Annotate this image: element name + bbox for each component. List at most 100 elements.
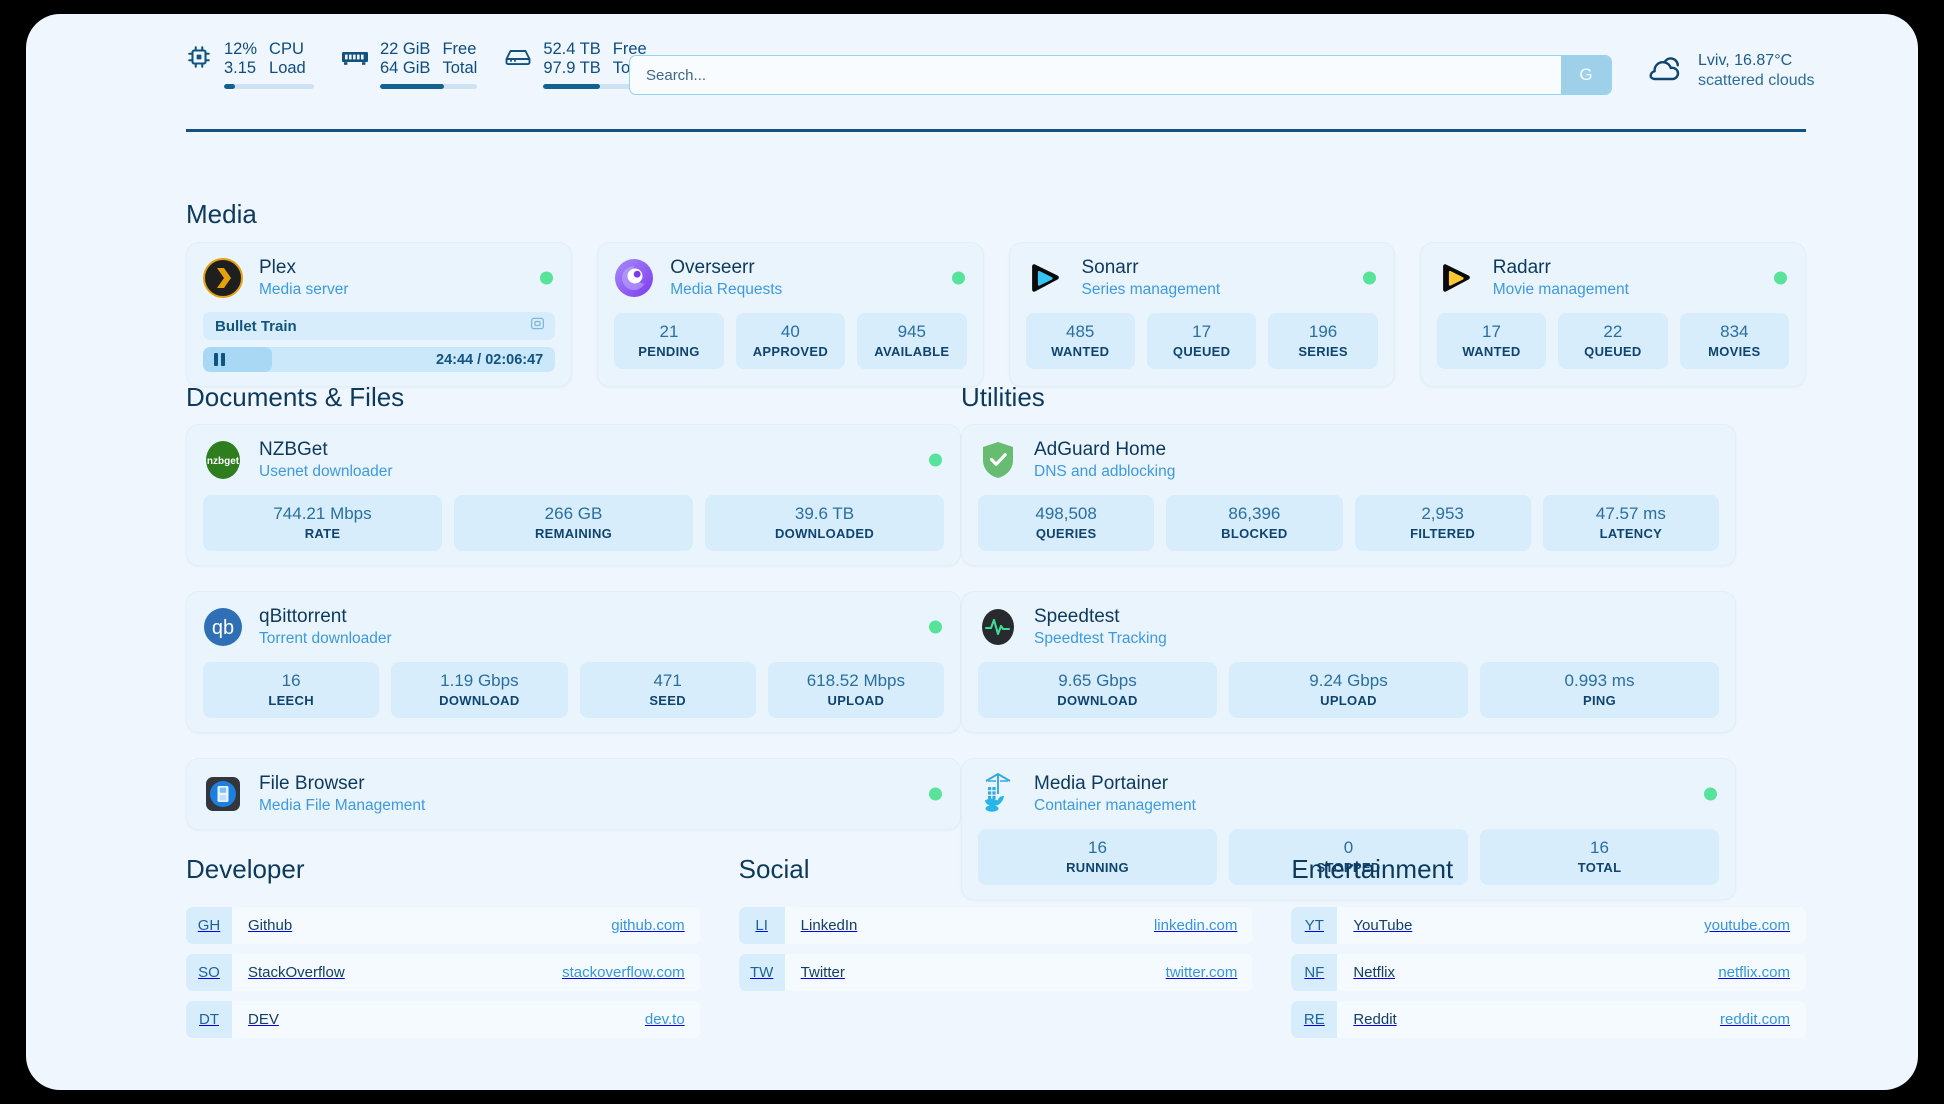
bookmark-item-reddit[interactable]: RE Reddit reddit.com	[1291, 1001, 1807, 1038]
app-subtitle: Media Requests	[670, 281, 783, 298]
stat-tile[interactable]: 16 LEECH	[203, 662, 380, 718]
stat-tile[interactable]: 9.65 Gbps DOWNLOAD	[978, 662, 1217, 718]
stat-value: 498,508	[1035, 504, 1097, 523]
stat-tile[interactable]: 618.52 Mbps UPLOAD	[767, 662, 944, 718]
stat-tile[interactable]: 17 WANTED	[1436, 313, 1547, 369]
search-input[interactable]	[630, 56, 1561, 94]
service-card-media-portainer[interactable]: Media Portainer Container management 16 …	[961, 758, 1736, 900]
system-memory-progress-bar	[380, 83, 478, 89]
status-badge	[929, 620, 942, 634]
stat-tile[interactable]: 16 RUNNING	[978, 829, 1217, 885]
svg-text:qb: qb	[212, 617, 234, 639]
status-badge	[540, 271, 554, 285]
stat-tile[interactable]: 485 WANTED	[1025, 313, 1135, 369]
stat-tile[interactable]: 945 AVAILABLE	[857, 313, 967, 369]
service-card-qbittorrent[interactable]: qb qBittorrent Torrent downloader 16 LEE…	[186, 591, 961, 733]
bookmark-url: reddit.com	[1719, 1011, 1791, 1028]
stat-value: 2,953	[1421, 504, 1464, 523]
top-bar: 12% 3.15 CPU Load 22 GiB 64 GiB Free	[26, 14, 1918, 114]
bookmark-group-title: Social	[738, 854, 810, 884]
system-cpu-value-secondary: 3.15	[224, 58, 257, 77]
card-header: Speedtest Speedtest Tracking	[978, 606, 1719, 648]
stat-value: 40	[780, 322, 800, 341]
app-name: Sonarr	[1081, 257, 1139, 278]
bookmark-item-youtube[interactable]: YT YouTube youtube.com	[1291, 907, 1807, 944]
bookmark-name: YouTube	[1353, 917, 1413, 934]
stat-label: DOWNLOAD	[1057, 693, 1138, 708]
app-subtitle: Series management	[1081, 281, 1221, 298]
stat-label: RATE	[304, 526, 341, 541]
app-name: Speedtest	[1034, 606, 1120, 627]
bookmark-list: GH Github github.com SO StackOverflow st…	[186, 907, 701, 1038]
card-stats: 16 RUNNING 0 STOPPED 16 TOTAL	[978, 829, 1719, 885]
stat-tile[interactable]: 21 PENDING	[614, 313, 724, 369]
stat-value: 618.52 Mbps	[806, 671, 906, 690]
bookmark-item-linkedin[interactable]: LI LinkedIn linkedin.com	[738, 907, 1254, 944]
stat-tile[interactable]: 0.993 ms PING	[1480, 662, 1719, 718]
card-stats: 744.21 Mbps RATE 266 GB REMAINING 39.6 T…	[203, 495, 944, 551]
card-header: nzbget NZBGet Usenet downloader	[203, 439, 944, 481]
stat-tile[interactable]: 266 GB REMAINING	[454, 495, 693, 551]
bookmark-name: Reddit	[1353, 1011, 1397, 1028]
stat-tile[interactable]: 9.24 Gbps UPLOAD	[1229, 662, 1468, 718]
stat-tile[interactable]: 744.21 Mbps RATE	[203, 495, 442, 551]
service-card-plex[interactable]: Plex Media server Bullet Train 24:44 / 0…	[186, 242, 573, 387]
stat-tile[interactable]: 196 SERIES	[1268, 313, 1378, 369]
system-stat-disk: 52.4 TB 97.9 TB Free Total	[503, 40, 649, 89]
stat-tile[interactable]: 0 STOPPED	[1229, 829, 1468, 885]
stat-tile[interactable]: 40 APPROVED	[735, 313, 846, 369]
bookmark-item-twitter[interactable]: TW Twitter twitter.com	[738, 954, 1254, 991]
card-stats: 498,508 QUERIES 86,396 BLOCKED 2,953 FIL…	[978, 495, 1719, 551]
bookmark-abbr: TW	[738, 954, 785, 991]
system-cpu-label-secondary: Load	[269, 58, 306, 77]
stat-label: QUERIES	[1035, 526, 1097, 541]
status-badge	[1774, 271, 1787, 285]
bookmark-abbr: RE	[1291, 1001, 1338, 1038]
service-card-adguard-home[interactable]: AdGuard Home DNS and adblocking 498,508 …	[961, 424, 1736, 566]
bookmark-item-stackoverflow[interactable]: SO StackOverflow stackoverflow.com	[186, 954, 701, 991]
bookmark-abbr: LI	[738, 907, 785, 944]
stat-tile[interactable]: 17 QUEUED	[1146, 313, 1257, 369]
system-memory-value-secondary: 64 GiB	[380, 58, 431, 77]
search-box[interactable]: G	[629, 55, 1612, 95]
stat-label: WANTED	[1051, 344, 1110, 359]
service-card-speedtest[interactable]: Speedtest Speedtest Tracking 9.65 Gbps D…	[961, 591, 1736, 733]
service-card-radarr[interactable]: Radarr Movie management 17 WANTED 22 QUE…	[1419, 242, 1806, 387]
bookmark-item-github[interactable]: GH Github github.com	[186, 907, 701, 944]
stat-tile[interactable]: 498,508 QUERIES	[978, 495, 1155, 551]
bookmark-abbr: DT	[186, 1001, 232, 1038]
service-card-overseerr[interactable]: Overseerr Media Requests 21 PENDING 40 A…	[597, 242, 984, 387]
now-playing-progress-bar[interactable]: 24:44 / 02:06:47	[203, 347, 556, 372]
stat-tile[interactable]: 86,396 BLOCKED	[1166, 495, 1343, 551]
card-stats: 9.65 Gbps DOWNLOAD 9.24 Gbps UPLOAD 0.99…	[978, 662, 1719, 718]
system-disk-value-secondary: 97.9 TB	[543, 58, 601, 77]
bookmark-url: twitter.com	[1165, 964, 1238, 981]
card-title-block: Speedtest Speedtest Tracking	[1034, 606, 1167, 648]
service-card-file-browser[interactable]: File Browser Media File Management	[186, 758, 961, 830]
card-stats: 21 PENDING 40 APPROVED 945 AVAILABLE	[614, 313, 967, 369]
stat-tile[interactable]: 1.19 Gbps DOWNLOAD	[391, 662, 568, 718]
stat-tile[interactable]: 471 SEED	[579, 662, 756, 718]
search-bar: G	[629, 55, 1612, 95]
weather-text: Lviv, 16.87°C scattered clouds	[1698, 52, 1815, 90]
search-provider-button[interactable]: G	[1561, 56, 1611, 94]
stat-tile[interactable]: 47.57 ms LATENCY	[1542, 495, 1719, 551]
sonarr-icon	[1026, 258, 1066, 298]
bookmark-item-netflix[interactable]: NF Netflix netflix.com	[1291, 954, 1807, 991]
stat-tile[interactable]: 22 QUEUED	[1558, 313, 1668, 369]
stat-tile[interactable]: 39.6 TB DOWNLOADED	[705, 495, 944, 551]
pause-icon[interactable]	[214, 353, 225, 366]
stat-tile[interactable]: 2,953 FILTERED	[1354, 495, 1531, 551]
stat-value: 16	[281, 671, 301, 690]
stat-tile[interactable]: 834 MOVIES	[1679, 313, 1790, 369]
stat-value: 39.6 TB	[794, 504, 855, 523]
bookmark-abbr: NF	[1291, 954, 1338, 991]
service-card-nzbget[interactable]: nzbget NZBGet Usenet downloader 744.21 M…	[186, 424, 961, 566]
stat-tile[interactable]: 16 TOTAL	[1480, 829, 1719, 885]
stat-label: MOVIES	[1708, 344, 1761, 359]
card-title-block: Sonarr Series management	[1082, 257, 1221, 299]
service-card-sonarr[interactable]: Sonarr Series management 485 WANTED 17 Q…	[1008, 242, 1395, 387]
card-title-block: File Browser Media File Management	[259, 773, 425, 815]
bookmark-group-title: Entertainment	[1291, 854, 1454, 884]
bookmark-item-dev[interactable]: DT DEV dev.to	[186, 1001, 701, 1038]
